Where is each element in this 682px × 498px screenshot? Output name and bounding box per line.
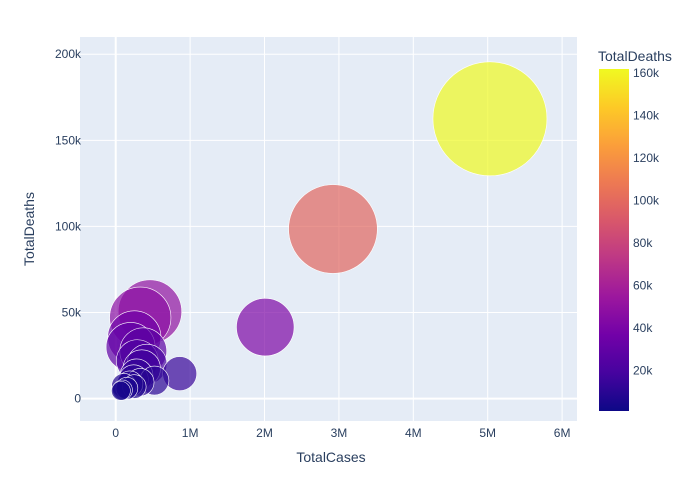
colorbar-tick-label: 160k xyxy=(633,66,660,80)
x-tick-label: 1M xyxy=(182,426,199,440)
colorbar-tick-label: 80k xyxy=(633,236,653,250)
y-tick-label: 50k xyxy=(62,306,82,320)
colorbar-gradient xyxy=(599,69,629,411)
y-tick-label: 0 xyxy=(74,392,81,406)
colorbar-ticks: 20k 40k 60k 80k 100k 120k 140k 160k xyxy=(633,66,660,377)
colorbar-tick-label: 60k xyxy=(633,279,653,293)
data-points xyxy=(105,61,548,401)
x-tick-label: 4M xyxy=(405,426,422,440)
y-axis-ticks: 0 50k 100k 150k 200k xyxy=(55,47,82,405)
colorbar: TotalDeaths 20k 40k 60k 80k 100k 120k 140k 160k xyxy=(598,48,672,411)
x-tick-label: 5M xyxy=(479,426,496,440)
colorbar-tick-label: 20k xyxy=(633,364,653,378)
colorbar-tick-label: 140k xyxy=(633,109,660,123)
y-axis-title: TotalDeaths xyxy=(21,192,37,266)
colorbar-tick-label: 100k xyxy=(633,194,660,208)
y-tick-label: 200k xyxy=(55,47,82,61)
colorbar-tick-label: 120k xyxy=(633,151,660,165)
y-tick-label: 150k xyxy=(55,133,82,147)
colorbar-tick-label: 40k xyxy=(633,321,653,335)
x-tick-label: 2M xyxy=(256,426,273,440)
x-axis-ticks: 0 1M 2M 3M 4M 5M 6M xyxy=(112,426,570,440)
y-tick-label: 100k xyxy=(55,219,82,233)
x-tick-label: 0 xyxy=(112,426,119,440)
bubble-point xyxy=(111,381,131,401)
bubble-point xyxy=(236,298,295,357)
colorbar-title: TotalDeaths xyxy=(598,48,672,64)
x-tick-label: 6M xyxy=(554,426,571,440)
x-axis-title: TotalCases xyxy=(296,449,365,465)
bubble-point xyxy=(432,61,548,177)
bubble-point xyxy=(288,184,378,274)
x-tick-label: 3M xyxy=(331,426,348,440)
